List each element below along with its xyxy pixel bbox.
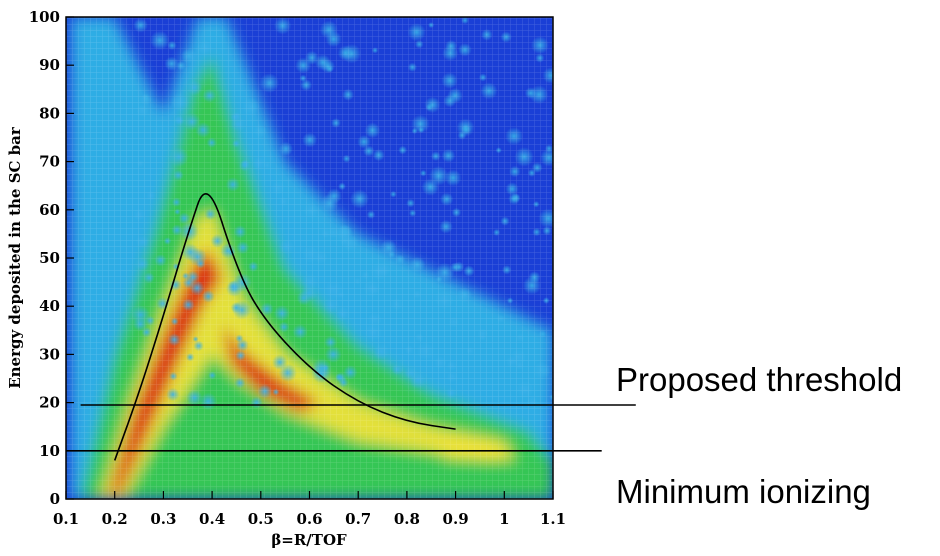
x-tick-label: 0.9: [443, 510, 469, 528]
band-curve-0: [113, 192, 456, 461]
y-tick-label: 50: [39, 249, 60, 267]
y-axis-ticks: 0 10 20 30 40 50 60 70 80 90 100: [29, 8, 74, 508]
annotation-proposed-threshold: Proposed threshold: [616, 361, 902, 398]
x-tick-label: 0.5: [248, 510, 274, 528]
y-tick-label: 80: [39, 104, 60, 122]
annotation-minimum-ionizing: Minimum ionizing: [616, 473, 871, 510]
x-tick-label: 1: [499, 510, 509, 528]
y-tick-label: 0: [50, 490, 60, 508]
y-tick-label: 10: [39, 442, 60, 460]
x-tick-label: 0.8: [394, 510, 420, 528]
y-tick-label: 40: [39, 297, 60, 315]
x-tick-label: 0.3: [150, 510, 176, 528]
y-axis-title: Energy deposited in the SC bar: [6, 126, 24, 389]
plot-gridlines: [66, 17, 553, 499]
x-tick-label: 0.1: [53, 510, 79, 528]
x-tick-label: 0.7: [345, 510, 371, 528]
y-tick-label: 90: [39, 56, 60, 74]
y-tick-label: 60: [39, 201, 60, 219]
x-tick-label: 0.6: [296, 510, 322, 528]
x-axis-ticks: 0.1 0.2 0.3 0.4 0.5 0.6 0.7 0.8 0.9 1 1.1: [53, 491, 566, 528]
reference-lines: [66, 404, 636, 452]
x-tick-label: 0.4: [199, 510, 225, 528]
y-tick-label: 100: [29, 8, 60, 26]
y-tick-label: 20: [39, 394, 60, 412]
x-axis-title: β=R/TOF: [271, 531, 347, 549]
y-tick-label: 30: [39, 345, 60, 363]
x-tick-label: 1.1: [540, 510, 566, 528]
band-curves: [113, 192, 456, 461]
x-tick-label: 0.2: [102, 510, 128, 528]
y-tick-label: 70: [39, 153, 60, 171]
